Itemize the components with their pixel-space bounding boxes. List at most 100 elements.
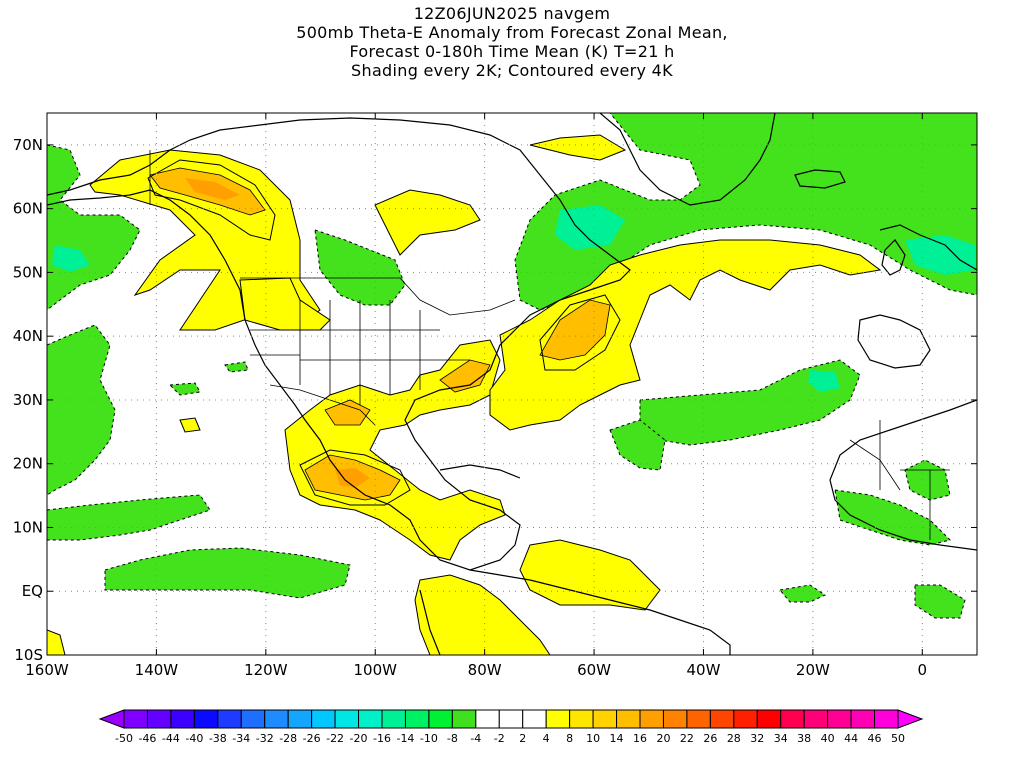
colorbar-tick-label: 4 [543, 732, 550, 745]
green-region-hudson-bay [314, 229, 406, 306]
colorbar-swatch [639, 709, 664, 729]
colorbar-swatch [334, 709, 360, 729]
colorbar-swatch [780, 709, 805, 729]
lat-tick-label: EQ [22, 582, 43, 600]
colorbar-tick-label: 8 [566, 732, 573, 745]
title-line-2: 500mb Theta-E Anomaly from Forecast Zona… [296, 23, 728, 42]
positive-anomaly-core [185, 178, 370, 488]
colorbar-tick-label: -20 [350, 732, 368, 745]
lon-tick-label: 60W [577, 661, 611, 679]
colorbar-swatch [803, 709, 829, 729]
colorbar-swatch [146, 709, 172, 729]
border-us-canada [240, 277, 516, 316]
colorbar-tick-label: -8 [447, 732, 458, 745]
green-region-small-pacific [168, 382, 201, 396]
plot-area [47, 113, 977, 655]
africa-borders [849, 420, 950, 540]
colorbar-tick-label: -46 [138, 732, 156, 745]
core-mexico [335, 468, 370, 488]
green-region-atlantic-west [609, 419, 666, 471]
colorbar-tick-label: -26 [303, 732, 321, 745]
orange-north-atlantic [539, 299, 611, 361]
colorbar-tick-label: -16 [373, 732, 391, 745]
yellow-region-west-50N [239, 277, 331, 331]
colorbar [98, 709, 924, 729]
lat-tick-label: 40N [13, 327, 43, 345]
colorbar-swatch [827, 709, 852, 729]
colorbar-swatch [240, 709, 266, 729]
yellow-region-east-pacific [179, 417, 201, 433]
coast-iberia [857, 314, 931, 369]
coast-uk [881, 239, 906, 276]
colorbar-swatch [193, 709, 219, 729]
colorbar-low-arrow [98, 709, 125, 729]
teal-labrador [555, 205, 625, 250]
colorbar-swatch [428, 709, 453, 729]
colorbar-tick-label: -38 [209, 732, 227, 745]
green-region-atlantic-central [639, 359, 861, 446]
lon-tick-label: 20W [796, 661, 830, 679]
colorbar-swatch [381, 709, 406, 729]
lat-tick-label: 30N [13, 391, 43, 409]
colorbar-swatch [170, 709, 195, 729]
lat-tick-label: 10N [13, 518, 43, 536]
colorbar-tick-label: -50 [115, 732, 133, 745]
colorbar-tick-label: 32 [750, 732, 764, 745]
colorbar-swatch [311, 709, 336, 729]
colorbar-tick-label: 34 [774, 732, 788, 745]
yellow-region-south-america [414, 574, 551, 655]
green-region-west-africa [834, 489, 951, 546]
colorbar-swatch [662, 709, 688, 729]
us-states-grid [250, 300, 470, 405]
title-line-3: Forecast 0-180h Time Mean (K) T=21 h [349, 42, 675, 61]
colorbar-tick-label: -34 [232, 732, 250, 745]
colorbar-tick-label: -14 [396, 732, 414, 745]
orange-gulf [324, 399, 371, 426]
colorbar-tick-label: 50 [891, 732, 905, 745]
coast-europe [879, 224, 977, 271]
yellow-region-sa-corner [47, 629, 66, 655]
colorbar-swatch [498, 709, 524, 729]
lat-tick-label: 20N [13, 455, 43, 473]
colorbar-swatch [522, 709, 547, 729]
yellow-region-caribbean-south [519, 539, 661, 611]
lon-tick-label: 140W [135, 661, 179, 679]
lon-tick-label: 120W [244, 661, 288, 679]
colorbar-swatch [358, 709, 383, 729]
contour-mexico [299, 449, 411, 506]
colorbar-tick-label: 14 [610, 732, 624, 745]
contour-atlantic [539, 294, 621, 371]
colorbar-tick-label: 44 [844, 732, 858, 745]
green-region-small-2 [224, 361, 249, 373]
lat-tick-label: 70N [13, 136, 43, 154]
chart-title: 12Z06JUN2025 navgem 500mb Theta-E Anomal… [0, 4, 1024, 80]
lon-tick-label: 160W [25, 661, 69, 679]
colorbar-tick-label: -44 [162, 732, 180, 745]
green-region-pacific-south [47, 494, 211, 541]
colorbar-tick-label: 20 [656, 732, 670, 745]
longitude-labels: 160W 140W 120W 100W 80W 60W 40W 20W 0 [25, 661, 927, 679]
coast-iceland [794, 169, 846, 189]
coast-greenland [599, 113, 776, 206]
teal-mid-atlantic [808, 370, 840, 392]
colorbar-swatch [569, 709, 594, 729]
colorbar-swatch [686, 709, 711, 729]
colorbar-swatch [264, 709, 289, 729]
grid-lines [47, 113, 977, 655]
contour-alaska [147, 159, 276, 241]
green-region-south-atlantic [914, 584, 966, 619]
lon-tick-label: 40W [687, 661, 721, 679]
positive-anomaly-areas [47, 134, 882, 655]
lon-tick-label: 100W [354, 661, 398, 679]
plot-frame [46, 112, 978, 656]
positive-contours [147, 159, 621, 506]
colorbar-swatch [545, 709, 571, 729]
lat-tick-label: 10S [14, 646, 43, 664]
green-region-small-atlantic [779, 584, 827, 603]
colorbar-swatch [404, 709, 430, 729]
colorbar-tick-label: -40 [185, 732, 203, 745]
colorbar-tick-label: -28 [279, 732, 297, 745]
green-region-pacific-eq [104, 547, 351, 599]
yellow-region-north-atlantic [489, 239, 882, 431]
colorbar-swatch [733, 709, 758, 729]
